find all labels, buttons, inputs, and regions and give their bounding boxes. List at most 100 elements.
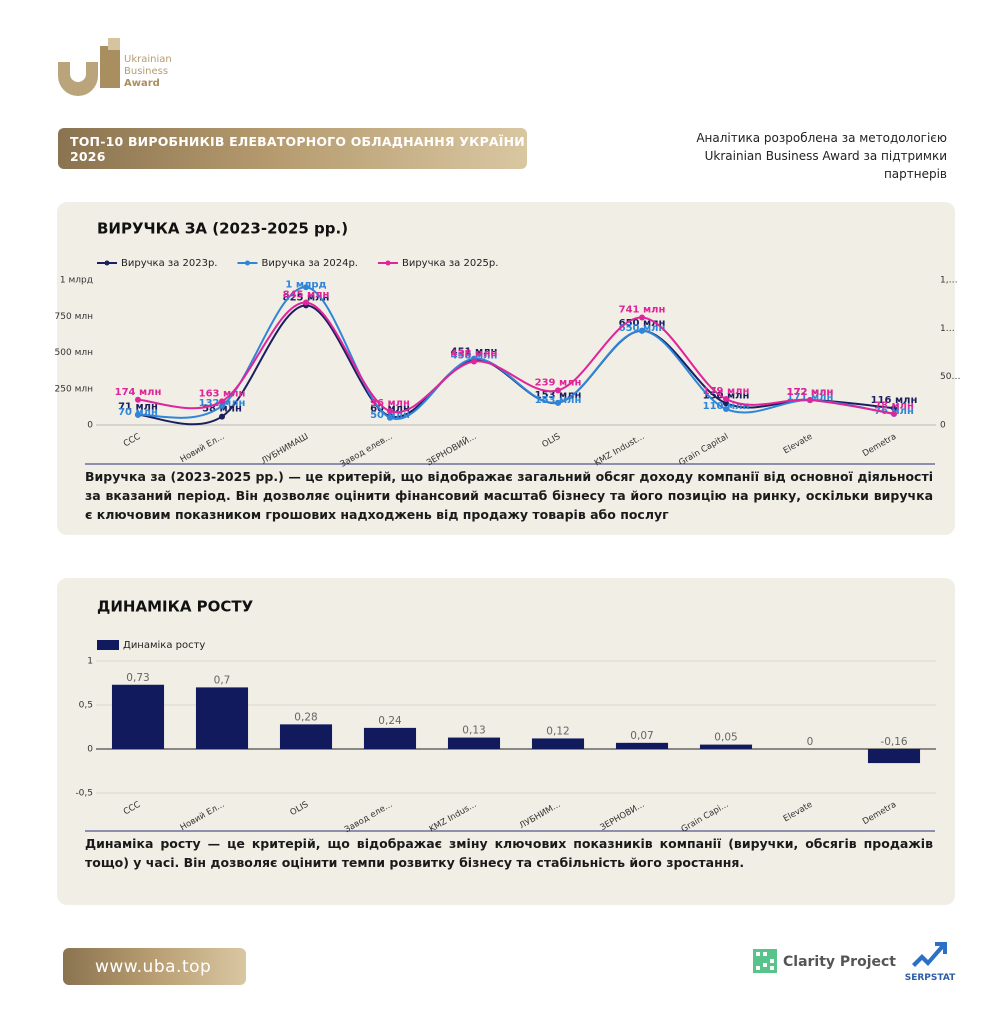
point xyxy=(471,358,477,365)
data-label: 150 млн xyxy=(703,390,750,401)
serpstat-icon xyxy=(912,942,947,967)
bar xyxy=(531,738,585,749)
y2-tick-label: 0 xyxy=(940,421,946,431)
y2-tick-label: 50… xyxy=(940,372,960,382)
bar xyxy=(111,684,165,749)
y-tick-label: 1 xyxy=(87,657,93,667)
y-tick-label: 750 млн xyxy=(55,312,94,322)
point xyxy=(303,284,309,291)
chart-title: ДИНАМІКА РОСТУ xyxy=(97,598,254,616)
point xyxy=(891,405,897,412)
partner-name: Clarity Project xyxy=(783,954,896,970)
data-label: 0 xyxy=(807,736,814,748)
data-label: 0,05 xyxy=(714,732,737,744)
data-label: 0,73 xyxy=(126,672,149,684)
clarity-logo: Clarity Project xyxy=(753,949,896,973)
data-label: 179 млн xyxy=(703,386,750,397)
point xyxy=(219,402,225,409)
legend-label: Виручка за 2023р. xyxy=(121,258,217,269)
data-label: 451 млн xyxy=(451,347,498,358)
point xyxy=(891,410,897,417)
y-tick-label: 0 xyxy=(87,421,93,431)
data-label: 0,7 xyxy=(214,674,231,686)
y2-tick-label: 1,… xyxy=(940,276,958,286)
legend-dot xyxy=(385,260,391,266)
point xyxy=(387,408,393,415)
chart-description: Виручка за (2023-2025 рр.) — це критерій… xyxy=(85,469,933,522)
bar xyxy=(615,742,669,749)
bar xyxy=(867,749,921,764)
point xyxy=(555,399,561,406)
logo-b xyxy=(100,46,120,88)
bar xyxy=(363,727,417,749)
data-label: 825 млн xyxy=(283,292,330,303)
data-label: 0,07 xyxy=(630,730,653,742)
point xyxy=(219,398,225,405)
point xyxy=(807,397,813,404)
header-note: Аналітика розроблена за методологією Ukr… xyxy=(696,131,947,181)
data-label: 458 млн xyxy=(451,351,498,362)
point xyxy=(723,396,729,403)
point xyxy=(723,406,729,413)
bar xyxy=(279,724,333,749)
footer-url[interactable]: www.uba.top xyxy=(63,948,246,985)
point xyxy=(555,387,561,394)
data-label: 0,28 xyxy=(294,711,317,723)
point xyxy=(639,327,645,334)
card xyxy=(57,202,955,535)
data-label: 58 млн xyxy=(202,404,242,415)
data-label: 845 млн xyxy=(283,289,330,300)
series-line xyxy=(137,301,895,415)
legend: Виручка за 2023р. Виручка за 2024р. Виручк… xyxy=(97,258,498,269)
y-tick-label: 500 млн xyxy=(55,348,94,358)
bar xyxy=(195,687,249,749)
serpstat-logo: SERPSTAT xyxy=(905,942,956,983)
data-label: 174 млн xyxy=(115,387,162,398)
data-label: 163 млн xyxy=(199,388,246,399)
chart-description: Динаміка росту — це критерій, що відобра… xyxy=(85,836,933,870)
y-tick-label: 0 xyxy=(87,745,93,755)
legend: Динаміка росту xyxy=(97,639,205,651)
data-label: 650 млн xyxy=(619,318,666,329)
data-label: 172 млн xyxy=(787,387,834,398)
data-label: 110 млн xyxy=(703,401,750,412)
point xyxy=(135,411,141,418)
data-label: 650 млн xyxy=(619,323,666,334)
partner-name: SERPSTAT xyxy=(905,973,956,983)
data-label: 116 млн xyxy=(871,395,918,406)
legend-swatch xyxy=(97,640,119,650)
data-label: 70 млн xyxy=(118,407,158,418)
logo-text: Ukrainian xyxy=(124,54,172,65)
data-label: 96 млн xyxy=(370,398,410,409)
header-title: ТОП-10 ВИРОБНИКІВ ЕЛЕВАТОРНОГО ОБЛАДНАНН… xyxy=(58,128,527,169)
clarity-icon-pattern xyxy=(756,952,774,970)
point xyxy=(387,414,393,421)
data-label: 438 млн xyxy=(451,348,498,359)
y-tick-label: 250 млн xyxy=(55,384,94,394)
y-tick-label: -0,5 xyxy=(75,789,93,799)
legend-label: Динаміка росту xyxy=(123,639,205,651)
data-label: -0,16 xyxy=(880,736,907,748)
logo: Ukrainian Business Award xyxy=(58,38,172,96)
chart-title: ВИРУЧКА ЗА (2023-2025 рр.) xyxy=(97,220,348,238)
logo-u xyxy=(58,62,98,96)
data-label: 153 млн xyxy=(535,395,582,406)
point xyxy=(219,413,225,420)
point xyxy=(723,400,729,407)
data-label: 78 млн xyxy=(874,401,914,412)
logo-text: Award xyxy=(124,78,160,89)
legend-label: Виручка за 2024р. xyxy=(261,258,357,269)
y-tick-label: 1 млрд xyxy=(60,276,93,286)
data-label: 239 млн xyxy=(535,377,582,388)
point xyxy=(639,314,645,321)
bar xyxy=(699,744,753,749)
data-label: 153 млн xyxy=(535,390,582,401)
point xyxy=(135,396,141,403)
data-label: 1 млрд xyxy=(285,279,326,290)
logo-text: Business xyxy=(124,66,168,77)
data-label: 0,13 xyxy=(462,725,485,737)
legend-dot xyxy=(244,260,250,266)
data-label: 0,24 xyxy=(378,715,402,727)
